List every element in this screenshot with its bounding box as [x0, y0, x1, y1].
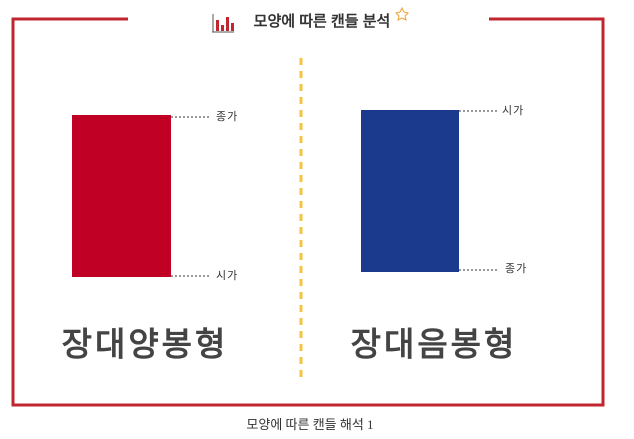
panel-name: 장대음봉형 — [351, 326, 518, 363]
top-label: 시가 — [502, 104, 524, 117]
star-icon — [395, 6, 409, 21]
title-icon — [212, 14, 234, 33]
bottom-label: 종가 — [505, 262, 527, 275]
bottom-label: 시가 — [216, 269, 238, 282]
bearish-candle — [361, 110, 459, 272]
panel-name: 장대양봉형 — [62, 326, 229, 363]
bullish-candle — [72, 115, 171, 277]
frame — [11, 17, 605, 407]
top-label: 종가 — [216, 110, 238, 123]
caption: 모양에 따른 캔들 해석 1 — [246, 417, 373, 432]
title: 모양에 따른 캔들 분석 — [254, 12, 391, 30]
